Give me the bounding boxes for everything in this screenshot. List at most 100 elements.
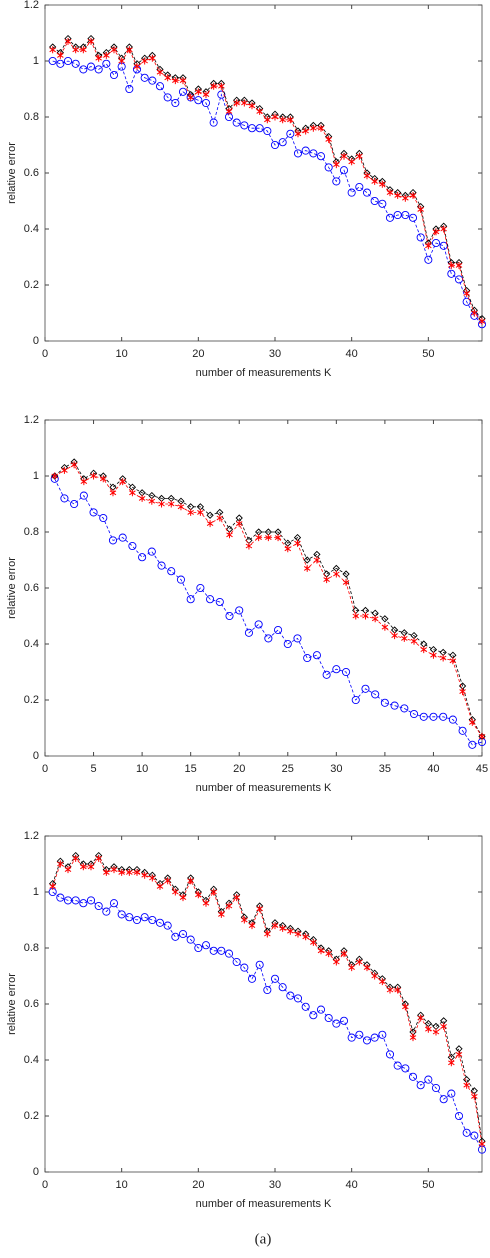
marker-star xyxy=(294,130,302,138)
marker-circle xyxy=(351,695,360,705)
marker-circle xyxy=(439,712,448,721)
x-tick-label: 30 xyxy=(330,763,342,775)
marker-circle xyxy=(206,595,215,604)
marker-star xyxy=(440,225,447,233)
marker-star xyxy=(187,508,194,516)
marker-circle xyxy=(194,96,203,105)
marker-circle xyxy=(196,583,205,593)
marker-star xyxy=(471,1092,478,1100)
marker-star xyxy=(255,534,262,542)
marker-circle xyxy=(293,634,302,643)
x-tick-label: 50 xyxy=(422,348,434,360)
marker-star xyxy=(352,612,360,620)
marker-star xyxy=(471,309,478,317)
marker-circle xyxy=(138,553,147,562)
marker-circle xyxy=(278,138,287,147)
marker-circle xyxy=(63,56,73,66)
marker-circle xyxy=(186,93,195,102)
y-tick-label: 0 xyxy=(33,1166,39,1178)
marker-star xyxy=(394,191,401,199)
marker-star xyxy=(99,475,107,483)
marker-star xyxy=(394,986,401,994)
marker-star xyxy=(381,623,389,631)
marker-star xyxy=(265,534,272,542)
marker-star xyxy=(126,868,133,876)
marker-circle xyxy=(278,983,287,992)
marker-circle xyxy=(401,1064,410,1073)
marker-circle xyxy=(163,93,172,102)
marker-star xyxy=(432,1028,440,1036)
x-tick-label: 10 xyxy=(116,348,128,360)
marker-circle xyxy=(70,499,79,509)
marker-diamond xyxy=(342,570,350,578)
marker-circle xyxy=(255,124,264,133)
marker-star xyxy=(409,191,417,199)
marker-star xyxy=(95,854,102,862)
marker-star xyxy=(323,576,330,584)
marker-circle xyxy=(270,140,280,150)
marker-star xyxy=(379,180,386,188)
marker-circle xyxy=(178,87,188,96)
marker-star xyxy=(197,508,204,516)
marker-star xyxy=(233,99,240,107)
marker-circle xyxy=(362,188,372,197)
marker-star xyxy=(459,688,466,696)
marker-star xyxy=(164,74,171,82)
marker-star xyxy=(49,882,56,890)
marker-circle xyxy=(322,670,331,679)
marker-star xyxy=(87,37,95,45)
marker-star xyxy=(386,986,394,994)
marker-star xyxy=(195,891,202,899)
marker-star xyxy=(241,99,248,107)
marker-circle xyxy=(186,595,195,604)
marker-star xyxy=(363,964,371,972)
marker-circle xyxy=(128,541,137,551)
marker-circle xyxy=(79,899,88,908)
marker-star xyxy=(187,93,194,101)
marker-circle xyxy=(448,715,457,724)
y-tick-label: 0.4 xyxy=(24,1054,39,1066)
marker-circle xyxy=(378,1030,387,1039)
marker-circle xyxy=(225,611,234,621)
x-tick-label: 20 xyxy=(192,348,204,360)
marker-star xyxy=(187,877,194,885)
marker-circle xyxy=(86,62,96,71)
y-tick-label: 1 xyxy=(33,55,39,67)
marker-star xyxy=(218,82,225,90)
x-tick-label: 20 xyxy=(233,763,245,775)
marker-star xyxy=(409,1034,417,1042)
marker-circle xyxy=(125,84,134,94)
marker-star xyxy=(463,289,470,297)
marker-circle xyxy=(312,651,321,660)
marker-circle xyxy=(324,1013,333,1023)
marker-star xyxy=(51,472,58,480)
marker-circle xyxy=(56,893,65,902)
marker-star xyxy=(302,127,309,135)
marker-circle xyxy=(341,667,351,677)
marker-circle xyxy=(332,177,341,186)
marker-star xyxy=(371,177,378,185)
marker-star xyxy=(149,54,156,62)
marker-circle xyxy=(201,941,211,950)
marker-circle xyxy=(163,921,172,930)
marker-circle xyxy=(217,946,226,955)
marker-circle xyxy=(109,70,119,80)
x-tick-label: 35 xyxy=(379,763,391,775)
marker-star xyxy=(356,958,363,966)
marker-circle xyxy=(458,726,467,735)
marker-star xyxy=(379,978,386,986)
y-tick-label: 0.4 xyxy=(24,223,39,235)
marker-circle xyxy=(176,575,186,584)
marker-circle xyxy=(270,974,280,983)
y-axis-label: relative error xyxy=(6,973,18,1035)
marker-circle xyxy=(400,704,409,713)
marker-circle xyxy=(283,639,292,649)
marker-circle xyxy=(140,913,149,922)
y-tick-label: 0 xyxy=(33,750,39,762)
marker-circle xyxy=(108,536,118,545)
x-tick-label: 30 xyxy=(269,1179,281,1191)
marker-star xyxy=(333,958,340,966)
marker-circle xyxy=(148,76,157,85)
marker-diamond xyxy=(303,556,311,564)
